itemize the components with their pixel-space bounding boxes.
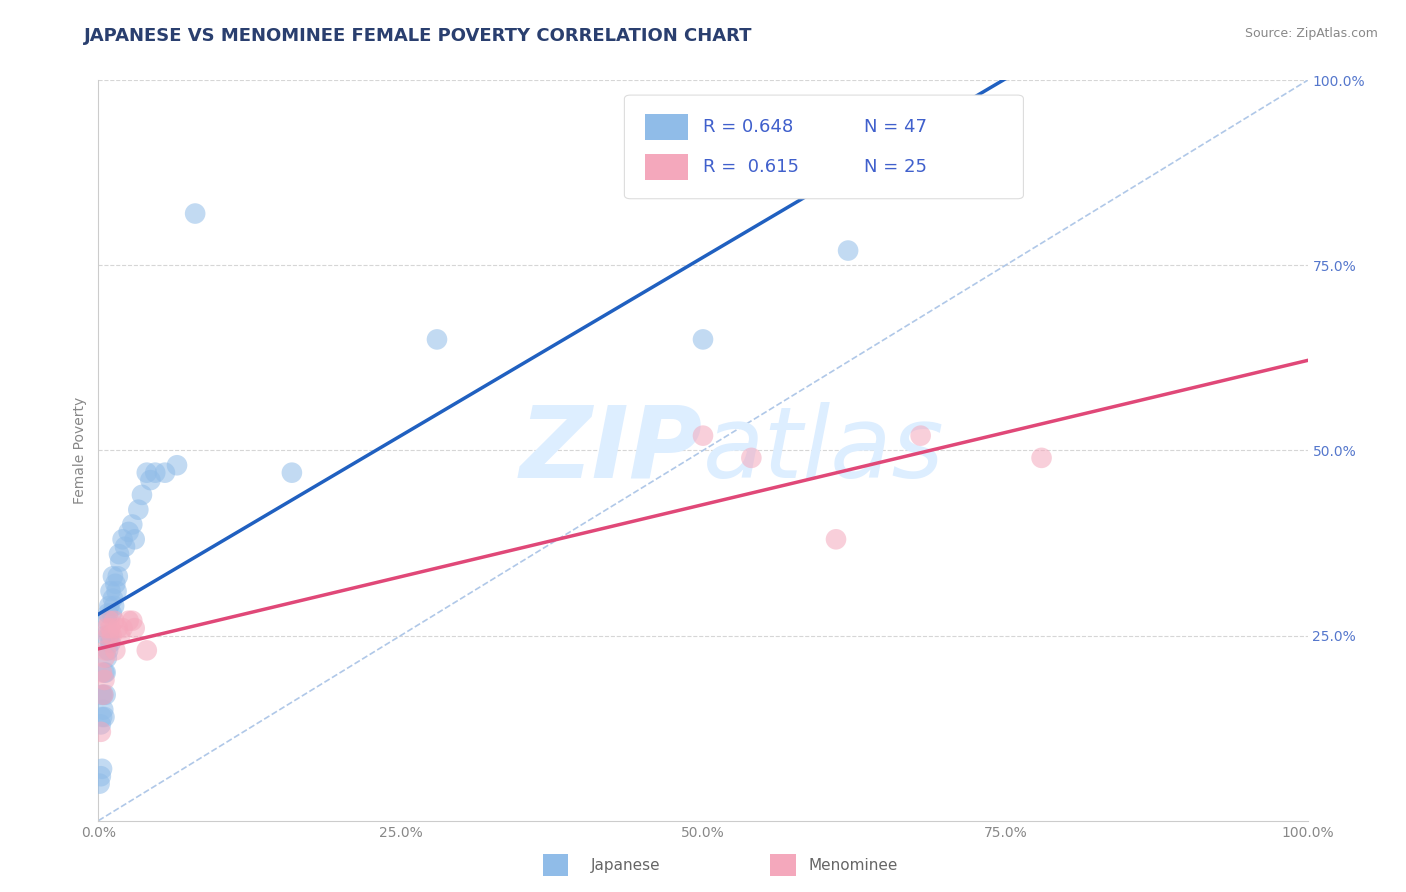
Point	[111, 533, 134, 547]
Point	[94, 643, 117, 657]
Point	[124, 621, 146, 635]
Point	[127, 502, 149, 516]
Text: atlas: atlas	[703, 402, 945, 499]
Point	[121, 517, 143, 532]
Point	[91, 703, 114, 717]
Text: Menominee: Menominee	[808, 858, 898, 872]
Point	[426, 332, 449, 346]
Point	[692, 332, 714, 346]
Point	[96, 650, 118, 665]
Point	[124, 533, 146, 547]
Point	[105, 584, 128, 599]
Point	[98, 599, 121, 613]
Point	[143, 466, 166, 480]
Point	[139, 473, 162, 487]
Point	[89, 776, 111, 791]
Point	[91, 762, 114, 776]
Point	[1031, 450, 1053, 465]
Point	[103, 599, 125, 613]
Point	[166, 458, 188, 473]
Point	[91, 665, 114, 680]
Text: N = 25: N = 25	[863, 158, 927, 176]
Point	[94, 688, 117, 702]
Point	[90, 769, 112, 783]
Point	[100, 621, 122, 635]
Point	[93, 673, 115, 687]
Point	[118, 524, 141, 539]
FancyBboxPatch shape	[645, 153, 689, 180]
Text: R =  0.615: R = 0.615	[703, 158, 799, 176]
Point	[97, 607, 120, 621]
Point	[131, 488, 153, 502]
Point	[96, 614, 118, 628]
Point	[910, 428, 932, 442]
Text: N = 47: N = 47	[863, 118, 927, 136]
Point	[281, 466, 304, 480]
Point	[104, 576, 127, 591]
Point	[94, 628, 117, 642]
Point	[121, 614, 143, 628]
Point	[96, 621, 118, 635]
Point	[135, 643, 157, 657]
Point	[91, 688, 114, 702]
Point	[98, 614, 121, 628]
FancyBboxPatch shape	[645, 113, 689, 140]
Point	[111, 621, 134, 635]
Point	[107, 621, 129, 635]
Point	[153, 466, 176, 480]
Point	[90, 717, 112, 731]
Text: Source: ZipAtlas.com: Source: ZipAtlas.com	[1244, 27, 1378, 40]
Point	[91, 710, 114, 724]
Y-axis label: Female Poverty: Female Poverty	[73, 397, 87, 504]
Point	[101, 569, 124, 583]
Point	[100, 584, 122, 599]
Point	[100, 607, 122, 621]
Point	[93, 710, 115, 724]
Point	[101, 591, 124, 606]
Point	[97, 628, 120, 642]
Point	[104, 643, 127, 657]
Point	[184, 206, 207, 220]
Point	[108, 547, 131, 561]
Point	[91, 688, 114, 702]
Point	[118, 614, 141, 628]
Point	[91, 688, 114, 702]
Text: JAPANESE VS MENOMINEE FEMALE POVERTY CORRELATION CHART: JAPANESE VS MENOMINEE FEMALE POVERTY COR…	[84, 27, 752, 45]
Point	[108, 628, 131, 642]
Point	[114, 540, 136, 554]
Text: R = 0.648: R = 0.648	[703, 118, 793, 136]
Point	[825, 533, 848, 547]
Point	[98, 628, 121, 642]
Point	[837, 244, 859, 258]
Point	[97, 643, 120, 657]
Point	[692, 428, 714, 442]
Point	[94, 665, 117, 680]
Text: ZIP: ZIP	[520, 402, 703, 499]
FancyBboxPatch shape	[624, 95, 1024, 199]
Point	[108, 555, 131, 569]
Point	[107, 569, 129, 583]
Point	[90, 724, 112, 739]
Point	[93, 650, 115, 665]
Point	[100, 636, 122, 650]
Point	[100, 628, 122, 642]
Point	[103, 614, 125, 628]
Point	[135, 466, 157, 480]
Point	[740, 450, 762, 465]
Point	[93, 665, 115, 680]
Text: Japanese: Japanese	[591, 858, 661, 872]
